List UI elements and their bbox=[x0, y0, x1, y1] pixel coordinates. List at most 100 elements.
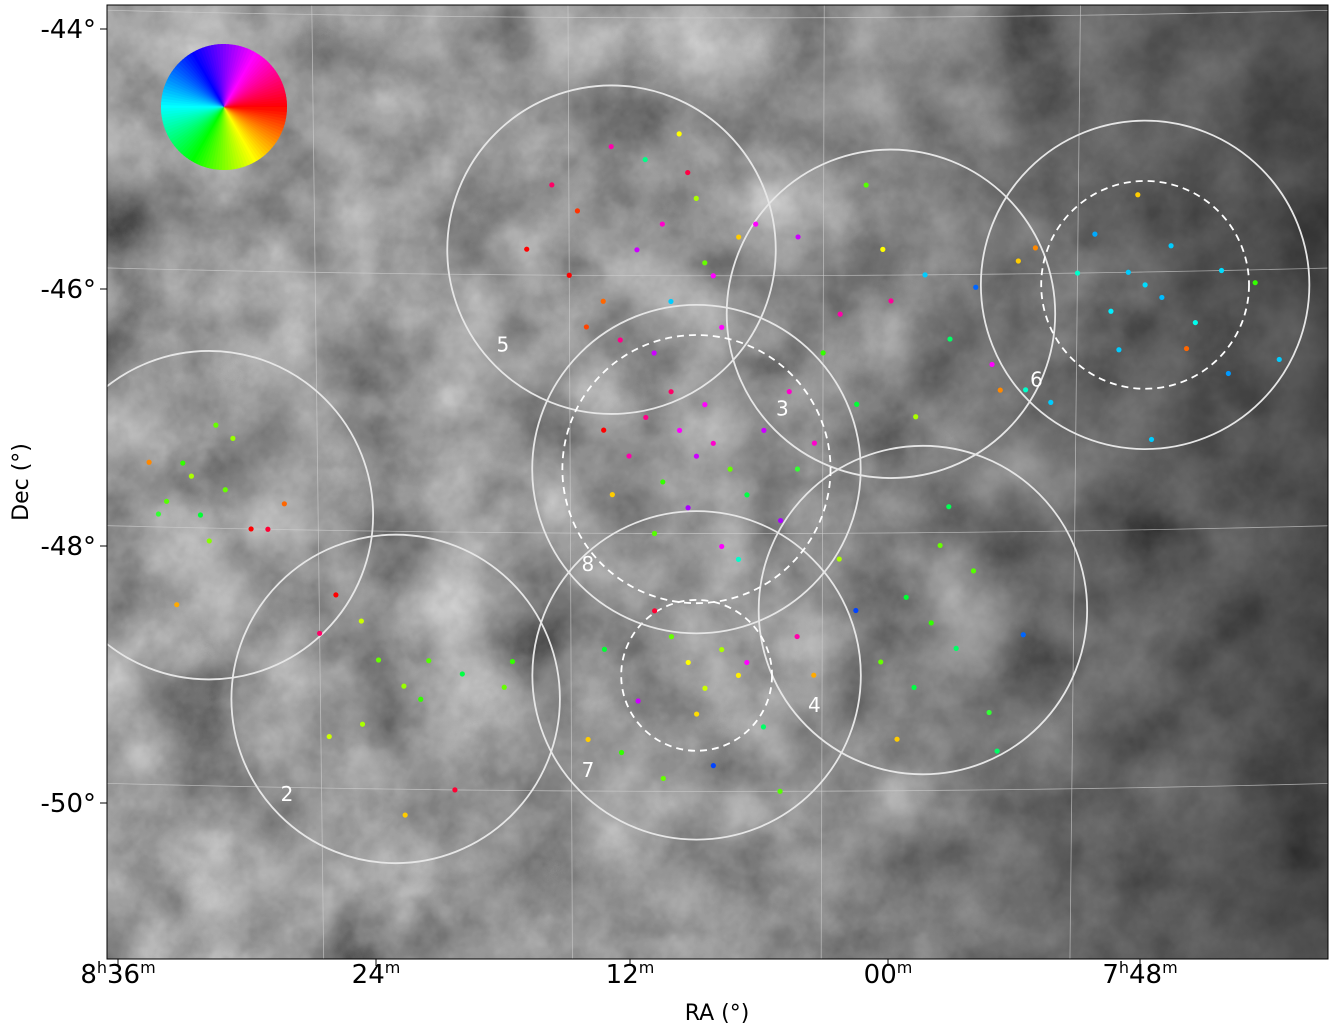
star-point bbox=[836, 556, 842, 562]
star-point bbox=[643, 414, 649, 421]
star-point bbox=[265, 526, 271, 532]
y-tick-labels: -44° -46° -48° -50° bbox=[41, 15, 107, 819]
star-point bbox=[1022, 387, 1029, 393]
color-wheel-wedge bbox=[177, 61, 224, 107]
x-axis-label: RA (°) bbox=[685, 1001, 750, 1026]
ra-grid-line bbox=[820, 5, 825, 959]
star-point bbox=[694, 711, 700, 717]
color-wheel-wedge bbox=[224, 49, 255, 107]
star-point bbox=[659, 221, 665, 227]
star-point bbox=[1048, 399, 1054, 405]
color-wheel-wedge bbox=[224, 60, 270, 107]
color-wheel-wedge bbox=[224, 107, 281, 141]
x-tick-minutes: 48 bbox=[1129, 960, 1162, 990]
dec-grid-line bbox=[107, 525, 1328, 534]
star-point bbox=[878, 659, 884, 665]
star-point bbox=[281, 501, 287, 507]
star-point bbox=[794, 466, 801, 472]
color-wheel-wedge bbox=[224, 44, 233, 107]
star-point bbox=[693, 195, 699, 201]
y-tick-text: -48° bbox=[41, 532, 96, 562]
field-label-8: 8 bbox=[581, 552, 594, 576]
color-wheel-wedge bbox=[205, 107, 224, 169]
star-point bbox=[601, 427, 607, 433]
star-point bbox=[626, 453, 632, 459]
star-point bbox=[1183, 345, 1190, 352]
dec-grid-line bbox=[107, 267, 1328, 277]
color-wheel-wedge bbox=[224, 56, 266, 107]
color-wheel-wedge bbox=[224, 58, 268, 107]
color-wheel-wedge bbox=[224, 46, 246, 107]
star-points bbox=[146, 131, 1282, 818]
color-wheel-wedge bbox=[224, 107, 269, 156]
star-point bbox=[693, 453, 700, 459]
star-point bbox=[1252, 280, 1258, 286]
ra-grid-line bbox=[311, 5, 325, 959]
color-wheel-wedge bbox=[196, 107, 224, 166]
color-wheel-wedge bbox=[224, 54, 263, 107]
color-wheel-wedge bbox=[224, 62, 273, 107]
color-wheel-wedge bbox=[215, 107, 224, 170]
color-wheel-wedge bbox=[202, 107, 224, 168]
star-point bbox=[197, 512, 204, 518]
star-point bbox=[180, 460, 186, 466]
x-tick-m-sup: m bbox=[140, 958, 156, 977]
star-point bbox=[710, 440, 716, 446]
color-wheel-wedge bbox=[185, 107, 224, 160]
star-point bbox=[359, 721, 366, 727]
star-point bbox=[585, 736, 591, 743]
star-point bbox=[248, 526, 254, 532]
star-point bbox=[888, 298, 894, 304]
star-point bbox=[1168, 243, 1174, 249]
star-point bbox=[1074, 270, 1081, 276]
star-point bbox=[608, 143, 614, 150]
star-point bbox=[375, 657, 382, 663]
star-point bbox=[213, 422, 219, 428]
color-wheel-wedge bbox=[224, 64, 275, 107]
field-inner-circle-6 bbox=[1040, 180, 1250, 390]
star-point bbox=[937, 542, 943, 549]
color-wheel-wedge bbox=[180, 107, 224, 156]
coordinate-grid bbox=[54, 0, 1328, 989]
color-wheel-wedge bbox=[178, 107, 224, 154]
color-wheel-wedge bbox=[161, 91, 224, 107]
star-point bbox=[946, 504, 952, 510]
y-tick-text: -44° bbox=[41, 15, 96, 45]
star-point bbox=[744, 492, 750, 498]
ra-grid-line bbox=[54, 0, 75, 989]
star-point bbox=[401, 683, 407, 689]
color-wheel-wedge bbox=[224, 107, 279, 143]
star-point bbox=[922, 272, 928, 278]
color-wheel-wedge bbox=[224, 107, 267, 158]
star-point bbox=[1092, 231, 1098, 237]
star-point bbox=[761, 427, 767, 433]
color-wheel-wedge bbox=[167, 73, 224, 107]
x-tick-minutes: 24 bbox=[352, 960, 385, 990]
star-point bbox=[953, 645, 959, 652]
color-wheel bbox=[161, 43, 287, 171]
color-wheel-wedge bbox=[224, 107, 287, 119]
star-point bbox=[155, 511, 162, 517]
star-point bbox=[660, 775, 666, 782]
star-point bbox=[1020, 632, 1026, 638]
field-label-5: 5 bbox=[497, 333, 510, 357]
star-point bbox=[719, 543, 725, 550]
x-tick-hours: 8 bbox=[80, 960, 97, 990]
y-tick-text: -46° bbox=[41, 275, 96, 305]
field-label-3: 3 bbox=[776, 397, 789, 421]
color-wheel-wedge bbox=[224, 107, 275, 149]
x-tick-text: 00m bbox=[864, 958, 913, 990]
star-point bbox=[635, 698, 641, 704]
x-tick-label: 00m bbox=[864, 958, 913, 990]
star-point bbox=[702, 260, 708, 266]
x-tick-labels: 8h36m 24m 12m 00m 7h48m bbox=[80, 958, 1177, 990]
star-point bbox=[358, 618, 364, 624]
star-point bbox=[863, 182, 869, 188]
x-tick-m-sup: m bbox=[639, 958, 655, 977]
star-point bbox=[509, 658, 516, 665]
star-point bbox=[997, 387, 1003, 393]
star-point bbox=[719, 324, 725, 330]
x-tick-text: 12m bbox=[606, 958, 655, 990]
star-point bbox=[986, 709, 992, 716]
